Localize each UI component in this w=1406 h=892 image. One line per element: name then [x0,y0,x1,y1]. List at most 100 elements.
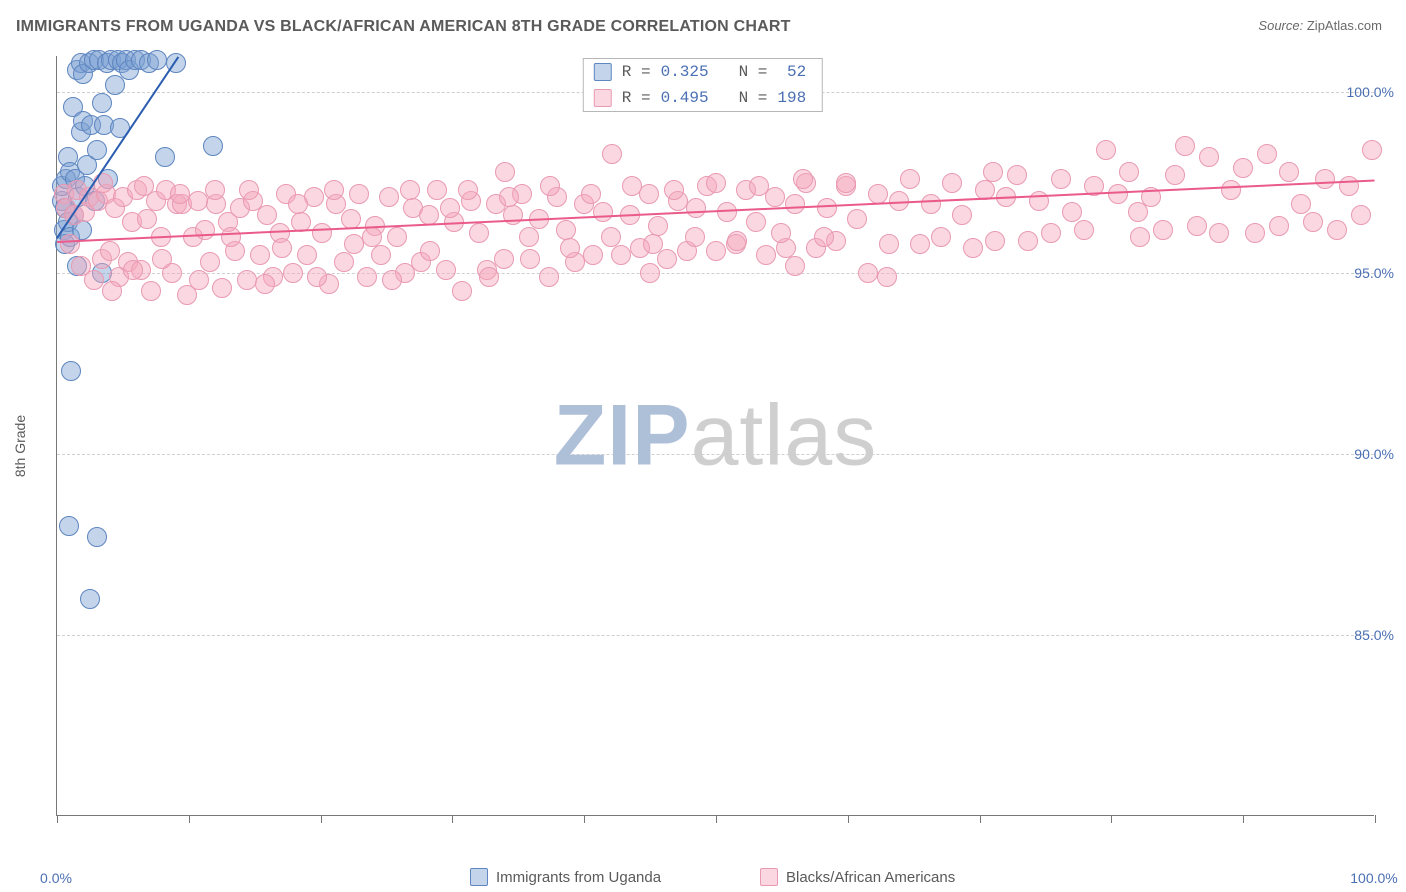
data-point [499,187,519,207]
data-point [639,184,659,204]
data-point [1362,140,1382,160]
r-value: 0.325 [661,63,709,81]
data-point [334,252,354,272]
data-point [602,144,622,164]
data-point [155,147,175,167]
data-point [495,162,515,182]
x-tick [716,815,717,823]
chart-title: IMMIGRANTS FROM UGANDA VS BLACK/AFRICAN … [16,18,791,36]
data-point [134,176,154,196]
data-point [836,173,856,193]
x-tick [57,815,58,823]
data-point [221,227,241,247]
source-name: ZipAtlas.com [1307,18,1382,33]
x-tick [321,815,322,823]
data-point [494,249,514,269]
data-point [858,263,878,283]
gridline [57,635,1374,636]
data-point [952,205,972,225]
y-axis-label: 8th Grade [12,415,28,477]
data-point [921,194,941,214]
data-point [257,205,277,225]
data-point [793,169,813,189]
correlation-row-blue: R = 0.325 N = 52 [584,59,822,85]
data-point [237,270,257,290]
data-point [80,589,100,609]
data-point [452,281,472,301]
data-point [1291,194,1311,214]
data-point [297,245,317,265]
swatch-blue [594,63,612,81]
data-point [288,194,308,214]
data-point [539,267,559,287]
data-point [817,198,837,218]
data-point [1209,223,1229,243]
data-point [458,180,478,200]
watermark-part2: atlas [691,387,878,483]
r-label: R = [622,63,651,81]
source-label: Source: [1258,18,1303,33]
data-point [357,267,377,287]
data-point [877,267,897,287]
x-tick [1375,815,1376,823]
legend-label: Blacks/African Americans [786,869,955,886]
n-value: 52 [777,63,806,81]
data-point [601,227,621,247]
data-point [640,263,660,283]
data-point [706,173,726,193]
swatch-pink [760,868,778,886]
watermark: ZIPatlas [554,386,877,485]
data-point [1175,136,1195,156]
n-label: N = [739,63,768,81]
data-point [195,220,215,240]
data-point [1119,162,1139,182]
data-point [1339,176,1359,196]
data-point [255,274,275,294]
n-label: N = [739,89,768,107]
data-point [963,238,983,258]
data-point [1269,216,1289,236]
data-point [200,252,220,272]
data-point [1199,147,1219,167]
data-point [1096,140,1116,160]
data-point [1062,202,1082,222]
data-point [1029,191,1049,211]
data-point [440,198,460,218]
data-point [371,245,391,265]
data-point [362,227,382,247]
data-point [283,263,303,283]
data-point [436,260,456,280]
data-point [152,249,172,269]
data-point [479,267,499,287]
data-point [664,180,684,200]
data-point [420,241,440,261]
data-point [1018,231,1038,251]
data-point [706,241,726,261]
data-point [1279,162,1299,182]
data-point [879,234,899,254]
data-point [344,234,364,254]
data-point [814,227,834,247]
data-point [387,227,407,247]
data-point [503,205,523,225]
x-tick [189,815,190,823]
data-point [324,180,344,200]
data-point [1303,212,1323,232]
data-point [749,176,769,196]
data-point [686,198,706,218]
data-point [540,176,560,196]
x-tick [1111,815,1112,823]
data-point [123,260,143,280]
data-point [556,220,576,240]
data-point [756,245,776,265]
data-point [203,136,223,156]
data-point [100,241,120,261]
data-point [657,249,677,269]
data-point [622,176,642,196]
data-point [141,281,161,301]
data-point [137,209,157,229]
correlation-row-pink: R = 0.495 N = 198 [584,85,822,111]
data-point [189,270,209,290]
x-max-label: 100.0% [1350,870,1397,886]
legend-item-pink: Blacks/African Americans [760,868,955,886]
